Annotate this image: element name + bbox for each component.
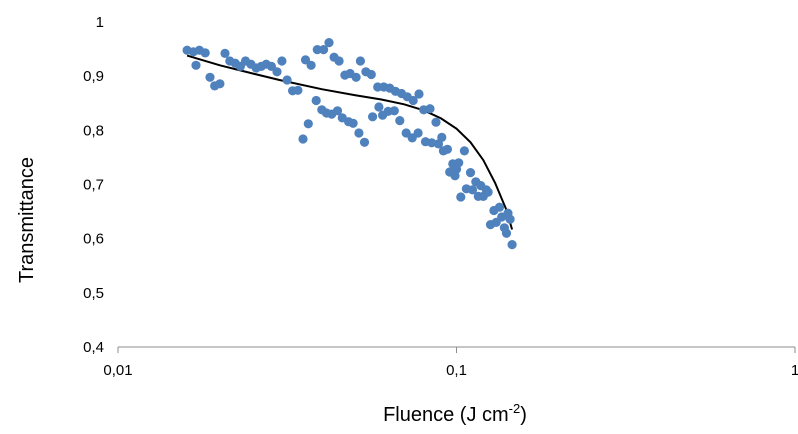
data-point xyxy=(442,144,452,154)
data-point xyxy=(282,75,292,85)
data-point xyxy=(205,72,215,82)
data-point xyxy=(303,119,313,129)
data-point xyxy=(306,60,316,70)
data-point xyxy=(501,228,512,238)
y-tick-label: 0,8 xyxy=(83,122,104,139)
data-point xyxy=(366,69,376,80)
data-point xyxy=(359,137,370,147)
data-point xyxy=(354,128,364,138)
y-tick-label: 0,5 xyxy=(83,285,104,302)
x-tick-labels: 0,01 0,1 1 xyxy=(103,362,798,379)
data-point xyxy=(459,146,469,156)
data-point xyxy=(483,187,493,197)
data-point xyxy=(332,106,343,116)
x-axis-title-sup: -2 xyxy=(509,401,521,416)
data-point xyxy=(467,185,478,195)
x-tick-label: 0,01 xyxy=(103,362,132,379)
y-axis-title: Transmittance xyxy=(16,157,38,283)
data-point xyxy=(431,117,441,127)
data-point xyxy=(427,138,437,148)
x-axis-title: Fluence (J cm-2) xyxy=(383,401,527,426)
x-tick-marks xyxy=(117,347,796,353)
x-tick-label: 0,1 xyxy=(446,362,467,379)
data-point xyxy=(293,85,303,95)
data-point xyxy=(456,192,466,202)
data-point xyxy=(355,56,365,66)
y-tick-label: 0,7 xyxy=(83,177,104,194)
data-point xyxy=(220,48,230,59)
data-point xyxy=(215,79,225,89)
data-point xyxy=(414,89,424,99)
data-point xyxy=(319,45,329,55)
data-point xyxy=(334,56,344,66)
data-point xyxy=(425,104,435,114)
x-tick-label: 1 xyxy=(791,362,798,379)
data-point xyxy=(408,95,418,106)
data-point xyxy=(454,158,464,168)
data-points xyxy=(182,38,517,250)
y-tick-labels: 0,4 0,5 0,6 0,7 0,8 0,9 1 xyxy=(83,14,104,356)
data-point xyxy=(311,95,321,106)
data-point xyxy=(368,112,378,122)
data-point xyxy=(200,48,210,58)
data-point xyxy=(312,45,322,55)
data-point xyxy=(395,116,405,126)
x-axis-title-main: Fluence (J cm xyxy=(383,404,509,426)
data-point xyxy=(277,56,287,66)
data-point xyxy=(298,134,308,144)
data-point xyxy=(348,118,358,128)
data-point xyxy=(505,214,515,224)
y-tick-label: 0,4 xyxy=(83,339,104,356)
data-point xyxy=(191,60,201,70)
data-point xyxy=(494,202,505,212)
data-point xyxy=(324,38,334,48)
y-tick-label: 1 xyxy=(96,14,104,31)
data-point xyxy=(389,106,399,116)
data-point xyxy=(374,102,384,112)
data-point xyxy=(437,132,447,142)
fit-curve xyxy=(186,54,514,230)
data-point xyxy=(272,67,282,77)
data-point xyxy=(507,240,517,250)
data-point xyxy=(465,168,476,178)
x-axis-title-tail: ) xyxy=(520,404,527,426)
data-point xyxy=(351,72,361,82)
y-tick-label: 0,9 xyxy=(83,68,104,85)
data-point xyxy=(413,128,423,138)
y-tick-label: 0,6 xyxy=(83,231,104,248)
